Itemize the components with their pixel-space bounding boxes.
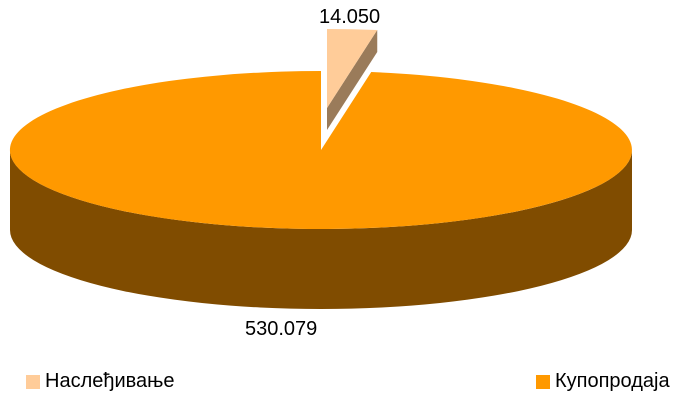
legend-item-inheritance: Наслеђивање [26,370,175,393]
slice-inheritance [327,29,378,108]
data-label-inheritance: 14.050 [319,6,381,28]
slice-purchase [9,71,632,229]
legend-item-purchase: Купопродаја [536,370,670,393]
legend-label-inheritance: Наслеђивање [45,370,175,392]
slice-side-purchase [10,150,632,309]
legend-swatch-inheritance [26,374,40,389]
slice-side-inheritance [327,30,378,130]
legend-label-purchase: Купопродаја [555,370,670,392]
data-label-purchase: 530.079 [245,318,318,340]
legend-swatch-purchase [536,374,550,389]
